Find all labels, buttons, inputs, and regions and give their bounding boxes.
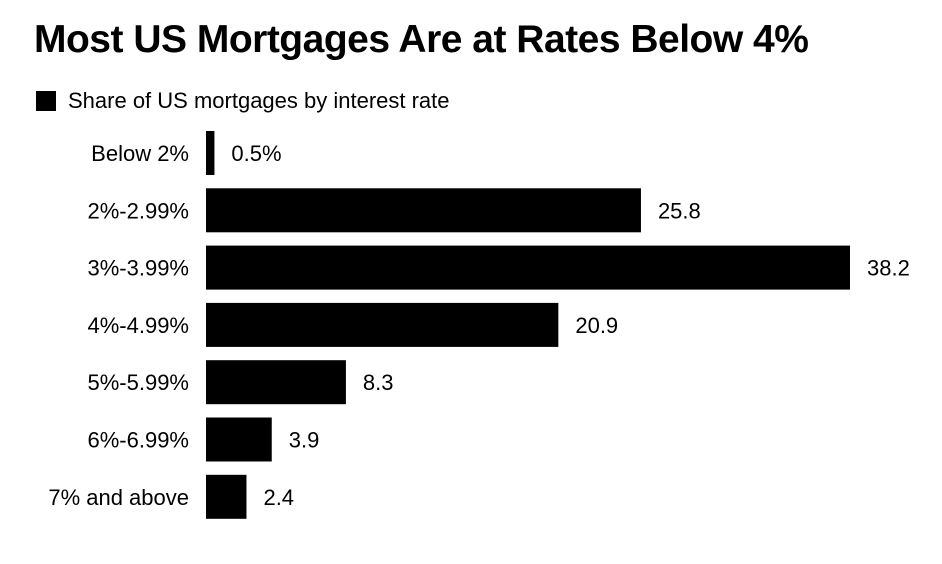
bar (206, 188, 641, 233)
category-label: 6%-6.99% (87, 428, 189, 453)
category-label: 5%-5.99% (87, 370, 189, 395)
value-label: 20.9 (575, 313, 618, 338)
bar (206, 417, 272, 462)
bar (206, 245, 850, 290)
value-label: 38.2 (867, 256, 910, 281)
category-label: Below 2% (91, 141, 189, 166)
category-label: 4%-4.99% (87, 313, 189, 338)
bar (206, 131, 215, 175)
category-label: 2%-2.99% (87, 198, 189, 223)
bar (206, 302, 559, 347)
legend-label: Share of US mortgages by interest rate (68, 88, 450, 113)
value-label: 2.4 (263, 485, 294, 510)
value-label: 8.3 (363, 370, 394, 395)
category-label: 3%-3.99% (87, 256, 189, 281)
bar (206, 360, 346, 405)
value-label: 0.5% (231, 141, 281, 166)
legend: Share of US mortgages by interest rate (36, 88, 450, 114)
legend-swatch (36, 91, 56, 111)
chart-title: Most US Mortgages Are at Rates Below 4% (34, 18, 809, 61)
value-label: 25.8 (658, 198, 701, 223)
category-label: 7% and above (48, 485, 189, 510)
value-label: 3.9 (289, 428, 320, 453)
bar (206, 474, 247, 519)
